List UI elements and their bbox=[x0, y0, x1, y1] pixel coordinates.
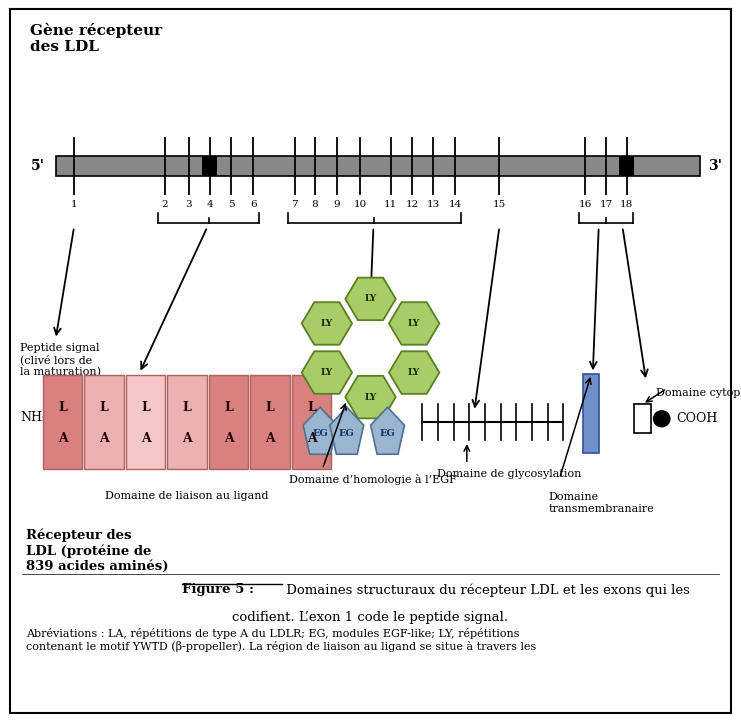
Text: A: A bbox=[224, 432, 233, 445]
Bar bbox=[292, 375, 331, 469]
Bar bbox=[84, 375, 124, 469]
Text: Domaine d’homologie à l’EGF: Domaine d’homologie à l’EGF bbox=[289, 474, 457, 485]
Bar bbox=[583, 374, 599, 453]
Text: 17: 17 bbox=[599, 200, 613, 209]
Text: A: A bbox=[182, 432, 192, 445]
Bar bbox=[56, 156, 700, 176]
Bar bbox=[126, 375, 165, 469]
Text: 16: 16 bbox=[579, 200, 592, 209]
Text: 11: 11 bbox=[384, 200, 397, 209]
Text: A: A bbox=[265, 432, 275, 445]
Text: L: L bbox=[100, 401, 108, 414]
Polygon shape bbox=[345, 278, 396, 320]
Text: 7: 7 bbox=[292, 200, 298, 209]
Text: L: L bbox=[142, 401, 150, 414]
Text: A: A bbox=[58, 432, 67, 445]
Polygon shape bbox=[302, 303, 352, 344]
Text: codifient. L’exon 1 code le peptide signal.: codifient. L’exon 1 code le peptide sign… bbox=[233, 611, 508, 624]
Text: Récepteur des
LDL (protéine de
839 acides aminés): Récepteur des LDL (protéine de 839 acide… bbox=[26, 529, 168, 573]
Text: 3: 3 bbox=[186, 200, 192, 209]
Text: Abréviations : LA, répétitions de type A du LDLR; EG, modules EGF-like; LY, répé: Abréviations : LA, répétitions de type A… bbox=[26, 628, 536, 652]
Text: 5': 5' bbox=[31, 159, 45, 173]
Text: Domaine de glycosylation: Domaine de glycosylation bbox=[437, 469, 582, 479]
Polygon shape bbox=[389, 352, 439, 393]
Text: 15: 15 bbox=[493, 200, 506, 209]
Text: 8: 8 bbox=[312, 200, 318, 209]
Text: 3': 3' bbox=[708, 159, 722, 173]
Text: L: L bbox=[266, 401, 274, 414]
Text: EG: EG bbox=[339, 429, 355, 438]
Text: LY: LY bbox=[408, 368, 420, 377]
Text: 18: 18 bbox=[620, 200, 634, 209]
Text: L: L bbox=[225, 401, 233, 414]
Polygon shape bbox=[370, 407, 405, 454]
Text: L: L bbox=[59, 401, 67, 414]
Text: LY: LY bbox=[365, 393, 376, 401]
Text: 14: 14 bbox=[448, 200, 462, 209]
Text: EG: EG bbox=[379, 429, 396, 438]
Text: Domaines structuraux du récepteur LDL et les exons qui les: Domaines structuraux du récepteur LDL et… bbox=[282, 583, 689, 597]
Text: A: A bbox=[99, 432, 109, 445]
Polygon shape bbox=[330, 407, 364, 454]
Bar bbox=[167, 375, 207, 469]
Polygon shape bbox=[302, 352, 352, 393]
Text: 12: 12 bbox=[405, 200, 419, 209]
Text: LY: LY bbox=[365, 295, 376, 303]
Text: 4: 4 bbox=[207, 200, 213, 209]
Polygon shape bbox=[345, 376, 396, 418]
Bar bbox=[202, 156, 217, 176]
Text: 5: 5 bbox=[228, 200, 234, 209]
Text: 9: 9 bbox=[334, 200, 340, 209]
Text: Domaine
transmembranaire: Domaine transmembranaire bbox=[548, 492, 654, 514]
Text: 10: 10 bbox=[353, 200, 367, 209]
Text: Domaine de liaison au ligand: Domaine de liaison au ligand bbox=[105, 491, 269, 501]
Text: 2: 2 bbox=[162, 200, 167, 209]
Text: L: L bbox=[308, 401, 316, 414]
Text: 1: 1 bbox=[71, 200, 77, 209]
Bar bbox=[619, 156, 634, 176]
Text: Domaine cytoplasmique: Domaine cytoplasmique bbox=[656, 388, 741, 399]
Text: LY: LY bbox=[408, 319, 420, 328]
Text: LY: LY bbox=[321, 368, 333, 377]
Text: NH₂: NH₂ bbox=[20, 411, 47, 424]
Text: Peptide signal
(clivé lors de
la maturation): Peptide signal (clivé lors de la maturat… bbox=[20, 343, 101, 378]
Bar bbox=[250, 375, 290, 469]
Polygon shape bbox=[303, 407, 337, 454]
Text: COOH: COOH bbox=[677, 412, 718, 425]
Text: A: A bbox=[307, 432, 316, 445]
Bar bbox=[209, 375, 248, 469]
Text: 13: 13 bbox=[427, 200, 440, 209]
Circle shape bbox=[653, 410, 671, 427]
Text: L: L bbox=[183, 401, 191, 414]
Text: A: A bbox=[141, 432, 150, 445]
Text: EG: EG bbox=[312, 429, 328, 438]
Bar bbox=[43, 375, 82, 469]
Text: 6: 6 bbox=[250, 200, 256, 209]
Text: Figure 5 :: Figure 5 : bbox=[182, 583, 253, 596]
Text: LY: LY bbox=[321, 319, 333, 328]
Polygon shape bbox=[389, 303, 439, 344]
Bar bbox=[634, 404, 651, 433]
Text: Gène récepteur
des LDL: Gène récepteur des LDL bbox=[30, 23, 162, 54]
